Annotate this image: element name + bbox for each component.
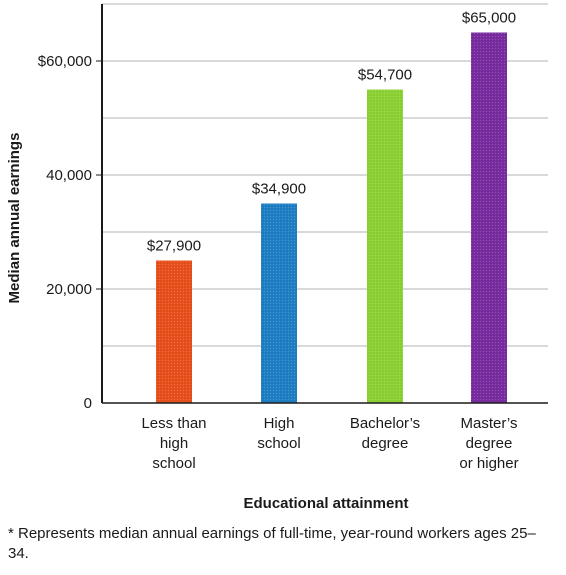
footnote: * Represents median annual earnings of f… [8, 525, 536, 562]
x-category-label: Less than high school [141, 415, 206, 472]
x-category-label: Bachelor’s degree [350, 415, 420, 452]
bar-value-label: $34,900 [252, 181, 306, 198]
bar-texture [261, 203, 297, 403]
bar-value-label: $65,000 [462, 10, 516, 27]
bars [156, 32, 507, 403]
y-tick-label: 40,000 [46, 167, 92, 184]
bar-texture [367, 89, 403, 403]
bar-value-label: $54,700 [358, 67, 412, 84]
y-tick-label: $60,000 [38, 53, 92, 70]
y-tick-label: 20,000 [46, 281, 92, 298]
y-tick-label: 0 [84, 395, 92, 412]
bar-texture [471, 32, 507, 403]
bar-value-label: $27,900 [147, 238, 201, 255]
x-category-label: High school [257, 415, 300, 452]
x-category-label: Master’s degree or higher [459, 415, 518, 472]
axes [96, 4, 548, 404]
x-axis-title: Educational attainment [243, 495, 408, 512]
bar-texture [156, 260, 192, 403]
y-axis-title: Median annual earnings [6, 133, 23, 304]
labels: $27,900 $34,900 $54,700 $65,000 0 20,000 40,00… [6, 10, 519, 513]
